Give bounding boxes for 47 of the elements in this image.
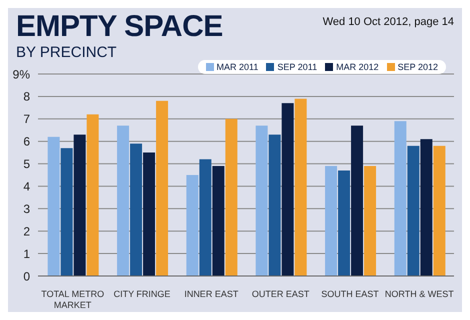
y-tick-label: 6 [23, 134, 30, 149]
bar [394, 121, 406, 276]
bar [212, 166, 224, 276]
bar [156, 100, 168, 276]
bar [268, 134, 281, 276]
y-tick-label: 7 [23, 112, 30, 126]
y-tick-label: 2 [23, 224, 30, 238]
x-tick-label: CITY FRINGE [114, 289, 170, 299]
bar [74, 134, 86, 276]
x-tick-label: SOUTH EAST [321, 289, 380, 299]
y-tick-label: 3 [23, 202, 30, 216]
bar [282, 103, 294, 276]
bar [294, 98, 307, 276]
bar [186, 175, 198, 276]
bar [420, 139, 432, 276]
bar [364, 166, 376, 276]
y-tick-label: 8 [23, 90, 30, 104]
y-tick-label: 0 [23, 269, 30, 284]
bar [130, 144, 142, 276]
y-tick-label: 9% [12, 67, 30, 82]
bar [60, 148, 73, 276]
text: Wed 10 Oct 2012, page 14 [322, 16, 454, 28]
legend-label: MAR 2011 [216, 62, 258, 72]
y-tick-label: 5 [23, 157, 30, 172]
x-tick-label: TOTAL METRO MARKET [41, 289, 104, 310]
x-tick-label: NORTH & WEST [384, 289, 454, 299]
chart-title: EMPTY SPACE [16, 10, 223, 44]
legend-label: SEP 2012 [396, 62, 438, 72]
bar [199, 159, 212, 276]
y-tick-label: 4 [23, 179, 30, 194]
x-tick-label: INNER EAST [184, 289, 239, 299]
y-tick-label: 1 [23, 246, 30, 261]
x-tick-label: OUTER EAST [252, 289, 310, 299]
bar [48, 136, 60, 276]
chart-subtitle: BY PRECINCT [16, 44, 117, 61]
bar [86, 114, 99, 276]
bar [256, 126, 268, 276]
bar [143, 152, 156, 276]
bar [325, 166, 338, 276]
bar [225, 118, 238, 276]
bar [338, 170, 350, 276]
legend-label: SEP 2011 [276, 62, 318, 72]
bar [117, 126, 130, 276]
bar [433, 146, 446, 276]
bar [351, 126, 364, 276]
bar [407, 146, 420, 276]
legend-label: MAR 2012 [335, 62, 379, 72]
